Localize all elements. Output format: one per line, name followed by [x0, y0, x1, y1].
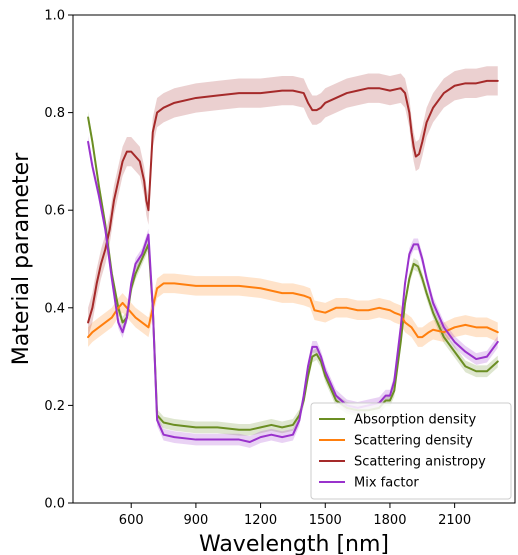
series-band-2 — [88, 66, 498, 338]
legend-entry: Scattering anistropy — [354, 455, 486, 470]
legend-entry: Scattering density — [354, 434, 473, 449]
x-axis-label: Wavelength [nm] — [199, 532, 389, 555]
x-tick-label: 600 — [119, 513, 144, 528]
y-axis-label: Material parameter — [9, 152, 34, 365]
y-tick-label: 0.8 — [44, 106, 65, 121]
x-tick-label: 1800 — [373, 513, 406, 528]
x-tick-label: 2100 — [438, 513, 471, 528]
series-line-0 — [87, 116, 499, 431]
y-tick-label: 0.0 — [44, 497, 65, 512]
y-tick-label: 0.6 — [44, 204, 65, 219]
legend-entry: Mix factor — [354, 476, 419, 491]
x-tick-label: 900 — [183, 513, 208, 528]
legend-entry: Absorption density — [354, 413, 476, 428]
legend: Absorption density Scattering density Scat… — [310, 402, 512, 500]
series-line-1 — [87, 282, 499, 339]
series-line-2 — [87, 79, 499, 324]
y-tick-label: 0.4 — [44, 301, 65, 316]
x-axis: 600 900 1200 1500 1800 2100 — [119, 503, 471, 528]
series-band-1 — [88, 273, 498, 347]
y-tick-label: 0.2 — [44, 399, 65, 414]
series-lines — [87, 79, 499, 443]
x-tick-label: 1500 — [309, 513, 342, 528]
x-tick-label: 1200 — [244, 513, 277, 528]
y-tick-label: 1.0 — [44, 9, 65, 24]
y-axis: 0.0 0.2 0.4 0.6 0.8 1.0 — [44, 9, 73, 512]
series-line-3 — [87, 140, 499, 443]
legend-box — [310, 402, 512, 500]
plot-frame — [72, 14, 516, 504]
